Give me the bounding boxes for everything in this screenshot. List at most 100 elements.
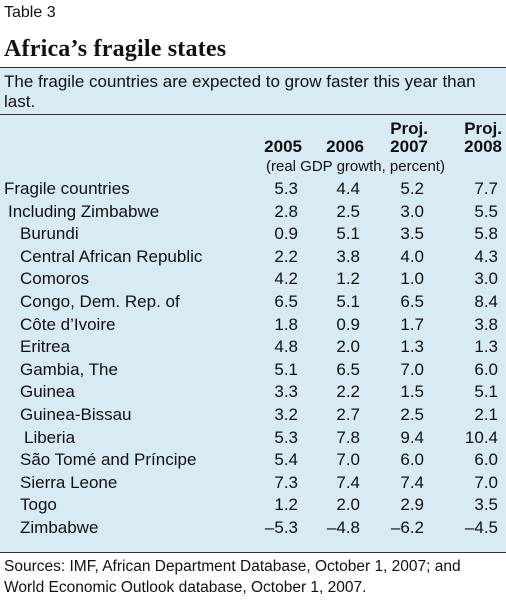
table-row: Fragile countries 5.3 4.4 5.2 7.7 <box>0 178 506 200</box>
growth-value: 6.0 <box>400 450 424 470</box>
growth-value: 7.8 <box>336 427 360 447</box>
country-name: Sierra Leone <box>20 472 118 492</box>
growth-value: 3.0 <box>474 269 498 289</box>
table-title: Africa’s fragile states <box>4 36 227 62</box>
growth-value: –5.3 <box>264 518 298 537</box>
growth-value: –4.5 <box>464 518 498 537</box>
country-name: Central African Republic <box>20 246 203 266</box>
table-row: Guinea 3.3 2.2 1.5 5.1 <box>0 381 506 403</box>
country-name: Côte d’Ivoire <box>20 314 116 334</box>
growth-value: 5.8 <box>474 224 498 244</box>
growth-value: 6.5 <box>274 292 298 311</box>
growth-value: 5.3 <box>274 179 298 198</box>
growth-value: 4.2 <box>274 269 298 289</box>
table-row: Including Zimbabwe 2.8 2.5 3.0 5.5 <box>0 201 506 223</box>
growth-value: 3.5 <box>400 224 424 244</box>
column-header-top: Proj. <box>390 119 428 138</box>
table-row: Central African Republic 2.2 3.8 4.0 4.3 <box>0 246 506 268</box>
growth-value: 2.2 <box>274 246 298 266</box>
growth-value: 5.1 <box>274 359 298 379</box>
table-label: Table 3 <box>4 4 56 21</box>
growth-value: 5.1 <box>336 224 360 244</box>
country-name: São Tomé and Príncipe <box>20 450 197 470</box>
country-name: Liberia <box>24 427 76 447</box>
growth-value: 7.0 <box>400 359 424 379</box>
top-rule <box>0 67 506 68</box>
column-header-top <box>252 120 302 138</box>
growth-value: 5.2 <box>400 179 424 198</box>
country-name: Zimbabwe <box>20 518 99 537</box>
growth-value: 7.4 <box>336 472 360 492</box>
growth-value: 3.0 <box>400 201 424 221</box>
growth-value: 3.3 <box>274 382 298 402</box>
growth-value: 3.5 <box>474 495 498 515</box>
country-name: Guinea <box>20 382 75 402</box>
growth-value: 2.5 <box>400 405 424 424</box>
country-name: Gambia, The <box>20 359 118 379</box>
growth-value: 2.9 <box>400 495 424 515</box>
subtitle-rule <box>0 114 506 115</box>
country-name: Burundi <box>20 224 79 244</box>
table-row: Guinea-Bissau 3.2 2.7 2.5 2.1 <box>0 404 506 426</box>
country-name: Comoros <box>20 269 89 289</box>
country-name: Fragile countries <box>4 179 130 198</box>
growth-value: 0.9 <box>274 224 298 244</box>
country-name: Congo, Dem. Rep. of <box>20 292 180 311</box>
units-label: (real GDP growth, percent) <box>266 158 445 175</box>
column-header-top: Proj. <box>464 119 502 138</box>
growth-value: –6.2 <box>390 518 424 537</box>
column-header-year: 2008 <box>464 137 502 156</box>
growth-value: 6.5 <box>336 359 360 379</box>
growth-value: 6.5 <box>400 292 424 311</box>
source-note: Sources: IMF, African Department Databas… <box>4 558 461 596</box>
growth-value: 4.0 <box>400 246 424 266</box>
column-header-year: 2006 <box>326 137 364 156</box>
table-background <box>0 67 506 553</box>
table-row: Liberia 5.3 7.8 9.4 10.4 <box>0 427 506 449</box>
table-row: Comoros 4.2 1.2 1.0 3.0 <box>0 268 506 290</box>
table-row: Eritrea 4.8 2.0 1.3 1.3 <box>0 336 506 358</box>
table-row: Gambia, The 5.1 6.5 7.0 6.0 <box>0 359 506 381</box>
growth-value: 5.5 <box>474 201 498 221</box>
table-row: Côte d’Ivoire 1.8 0.9 1.7 3.8 <box>0 314 506 336</box>
country-name: Including Zimbabwe <box>8 201 160 221</box>
growth-value: 5.3 <box>274 427 298 447</box>
growth-value: 6.0 <box>474 359 498 379</box>
growth-value: 1.3 <box>474 337 498 357</box>
growth-value: 5.1 <box>336 292 360 311</box>
growth-value: 7.7 <box>474 179 498 198</box>
table-row: Congo, Dem. Rep. of 6.5 5.1 6.5 8.4 <box>0 291 506 313</box>
growth-value: 7.3 <box>274 472 298 492</box>
column-header: Proj. 2008 <box>448 120 502 156</box>
column-header-year: 2005 <box>264 137 302 156</box>
growth-value: 2.2 <box>336 382 360 402</box>
growth-value: 5.1 <box>474 382 498 402</box>
country-name: Eritrea <box>20 337 71 357</box>
growth-value: 9.4 <box>400 427 424 447</box>
bottom-rule <box>0 552 506 553</box>
growth-value: 1.0 <box>400 269 424 289</box>
column-header-top <box>314 120 364 138</box>
growth-value: 4.4 <box>336 179 360 198</box>
table-row: São Tomé and Príncipe 5.4 7.0 6.0 6.0 <box>0 449 506 471</box>
growth-value: 0.9 <box>336 314 360 334</box>
growth-value: 3.8 <box>336 246 360 266</box>
country-name: Guinea-Bissau <box>20 405 132 424</box>
growth-value: 8.4 <box>474 292 498 311</box>
column-header: 2006 <box>314 120 364 156</box>
table-row: Zimbabwe –5.3 –4.8 –6.2 –4.5 <box>0 517 506 539</box>
growth-value: 7.0 <box>336 450 360 470</box>
table-subtitle: The fragile countries are expected to gr… <box>4 72 476 111</box>
growth-value: 4.8 <box>274 337 298 357</box>
growth-value: 4.3 <box>474 246 498 266</box>
growth-value: 7.4 <box>400 472 424 492</box>
growth-value: 6.0 <box>474 450 498 470</box>
growth-value: 1.7 <box>400 314 424 334</box>
growth-value: 2.0 <box>336 337 360 357</box>
growth-value: 1.5 <box>400 382 424 402</box>
growth-value: 5.4 <box>274 450 298 470</box>
growth-value: –4.8 <box>326 518 360 537</box>
growth-value: 2.8 <box>274 201 298 221</box>
growth-value: 2.1 <box>474 405 498 424</box>
